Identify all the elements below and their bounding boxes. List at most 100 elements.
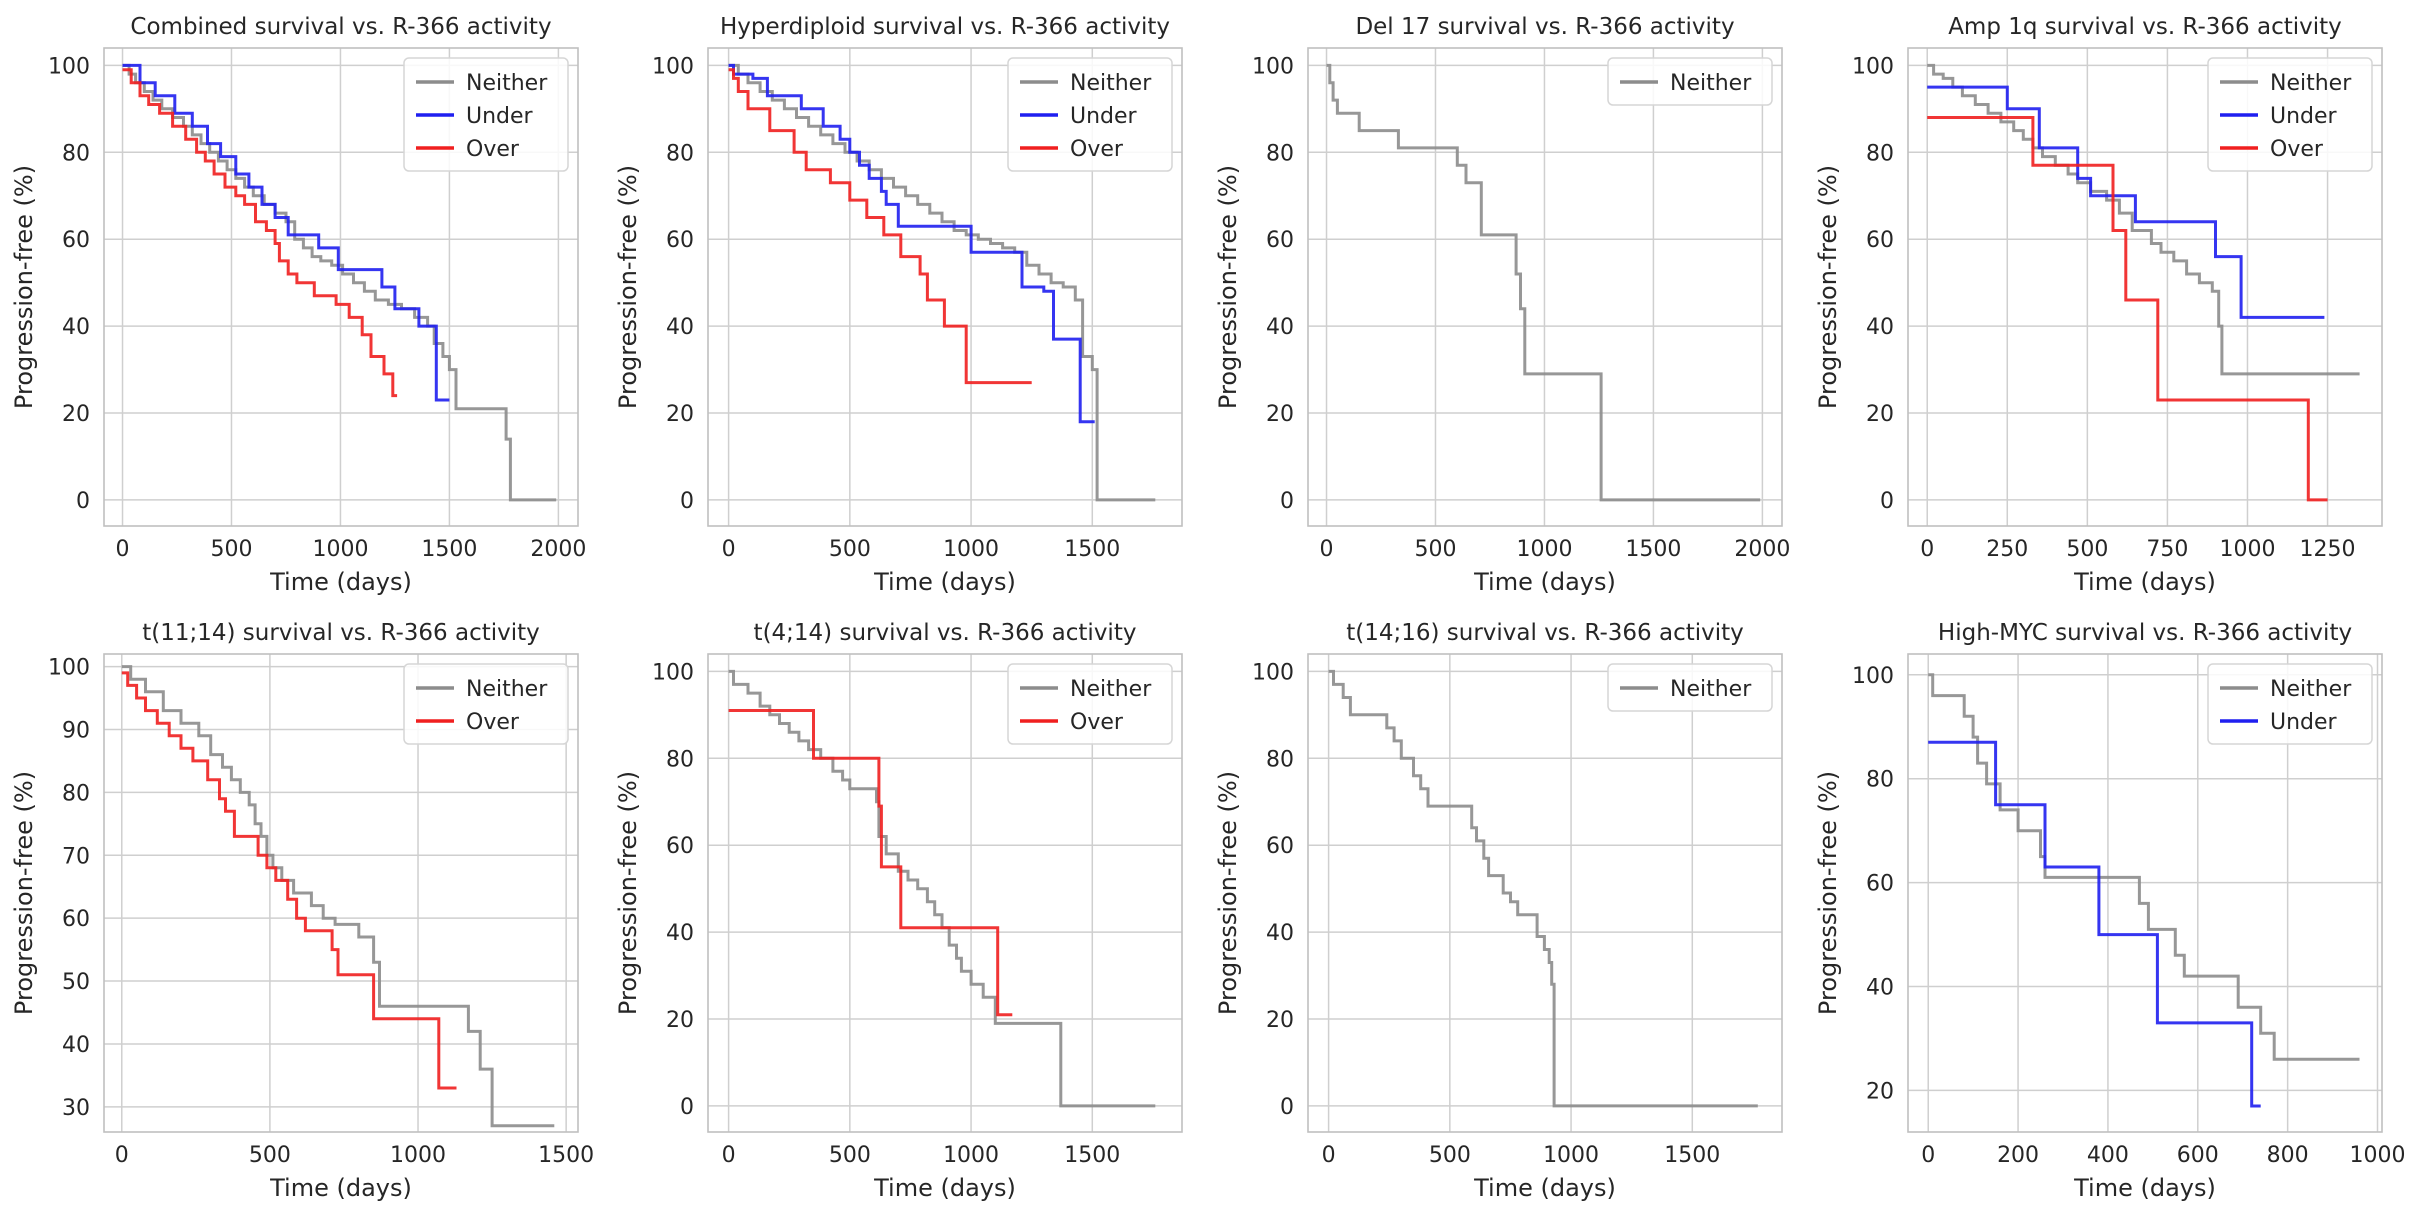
x-tick-label: 1000 — [1543, 1143, 1599, 1168]
legend: Neither Under Over — [1007, 57, 1173, 172]
series-over-line — [728, 709, 1013, 1017]
subplot-title: Amp 1q survival vs. R-366 activity — [1948, 14, 2342, 40]
y-tick-label: 80 — [1266, 747, 1294, 772]
y-tick-label: 40 — [1266, 921, 1294, 946]
y-tick-label: 40 — [62, 315, 90, 340]
subplot-title: Combined survival vs. R-366 activity — [130, 14, 551, 40]
x-tick-label: 1250 — [2300, 537, 2356, 562]
x-tick-label: 0 — [722, 1143, 736, 1168]
x-tick-label: 2000 — [530, 537, 586, 562]
legend-box — [1007, 57, 1173, 172]
x-tick-label: 0 — [1320, 537, 1334, 562]
legend-box — [2207, 663, 2373, 745]
subplot-2: 0 500 1000 1500 0 20 40 60 80 100 Hyperdiploid sur… — [614, 14, 1183, 596]
y-tick-label: 60 — [1866, 872, 1894, 897]
y-tick-label: 20 — [1266, 402, 1294, 427]
x-tick-label: 0 — [722, 537, 736, 562]
legend-label-neither: Neither — [1670, 677, 1752, 702]
x-tick-label: 1500 — [1664, 1143, 1720, 1168]
y-tick-label: 70 — [62, 844, 90, 869]
series-neither-line — [728, 669, 1156, 1108]
subplot-title: Del 17 survival vs. R-366 activity — [1355, 14, 1734, 40]
x-tick-label: 1000 — [390, 1143, 446, 1168]
legend-box — [403, 663, 569, 745]
x-axis-label: Time (days) — [2073, 568, 2216, 596]
legend: Neither — [1607, 57, 1773, 106]
x-tick-label: 750 — [2146, 537, 2188, 562]
x-tick-label: 0 — [116, 537, 130, 562]
series-over-line — [122, 68, 398, 398]
y-tick-label: 30 — [62, 1096, 90, 1121]
legend-label-under: Under — [466, 104, 534, 129]
y-tick-label: 100 — [652, 660, 694, 685]
y-tick-label: 80 — [666, 747, 694, 772]
x-tick-label: 400 — [2087, 1143, 2129, 1168]
series-under-line — [728, 63, 1095, 424]
legend-label-over: Over — [2270, 137, 2324, 162]
legend-box — [2207, 57, 2373, 172]
legend-label-neither: Neither — [466, 71, 548, 96]
legend-box — [403, 57, 569, 172]
y-tick-label: 20 — [1866, 402, 1894, 427]
y-tick-label: 60 — [62, 907, 90, 932]
x-tick-label: 800 — [2267, 1143, 2309, 1168]
x-axis-label: Time (days) — [269, 568, 412, 596]
y-tick-label: 100 — [1252, 660, 1294, 685]
x-tick-label: 2000 — [1734, 537, 1790, 562]
x-tick-label: 0 — [1920, 537, 1934, 562]
y-tick-label: 20 — [666, 402, 694, 427]
plot-frame — [103, 47, 579, 527]
series-over-line — [121, 671, 457, 1090]
y-axis-label: Progression-free (%) — [614, 165, 642, 409]
x-tick-label: 500 — [1414, 537, 1456, 562]
y-tick-label: 80 — [666, 141, 694, 166]
legend-box — [1607, 663, 1773, 712]
legend: Neither Under — [2207, 663, 2373, 745]
legend-box — [1607, 57, 1773, 106]
legend: Neither Over — [1007, 663, 1173, 745]
y-axis-label: Progression-free (%) — [1214, 771, 1242, 1015]
x-tick-label: 1500 — [1625, 537, 1681, 562]
plot-frame — [1307, 47, 1783, 527]
y-tick-label: 60 — [1266, 834, 1294, 859]
y-tick-label: 100 — [1252, 54, 1294, 79]
subplot-7: 0 500 1000 1500 0 20 40 60 80 100 t(14;16) surviva… — [1214, 620, 1783, 1202]
y-tick-label: 20 — [1266, 1008, 1294, 1033]
y-tick-label: 50 — [62, 970, 90, 995]
legend-label-neither: Neither — [2270, 71, 2352, 96]
y-tick-label: 80 — [1266, 141, 1294, 166]
x-tick-label: 500 — [829, 537, 871, 562]
x-axis-label: Time (days) — [1473, 1174, 1616, 1202]
subplot-8: 0 200 400 600 800 1000 20 40 60 80 100 High-MYC sur… — [1814, 620, 2406, 1202]
y-tick-label: 80 — [1866, 141, 1894, 166]
y-tick-label: 0 — [76, 489, 90, 514]
series-over-line — [1927, 116, 2328, 502]
legend-label-over: Over — [1070, 710, 1124, 735]
series-over-line — [728, 68, 1032, 385]
subplot-title: t(4;14) survival vs. R-366 activity — [754, 620, 1137, 646]
x-tick-label: 1000 — [1516, 537, 1572, 562]
y-tick-label: 40 — [666, 315, 694, 340]
legend-label-under: Under — [2270, 104, 2338, 129]
y-tick-label: 60 — [1866, 228, 1894, 253]
y-tick-label: 100 — [652, 54, 694, 79]
x-tick-label: 500 — [829, 1143, 871, 1168]
y-tick-label: 40 — [666, 921, 694, 946]
subplot-title: Hyperdiploid survival vs. R-366 activity — [720, 14, 1170, 40]
y-tick-label: 100 — [48, 656, 90, 681]
y-tick-label: 40 — [1866, 315, 1894, 340]
legend-label-neither: Neither — [1070, 71, 1152, 96]
subplot-title: t(14;16) survival vs. R-366 activity — [1346, 620, 1744, 646]
legend: Neither Under Over — [2207, 57, 2373, 172]
x-tick-label: 0 — [1322, 1143, 1336, 1168]
plot-frame — [707, 47, 1183, 527]
legend: Neither Under Over — [403, 57, 569, 172]
series-neither-line — [1326, 63, 1761, 502]
y-tick-label: 80 — [62, 141, 90, 166]
legend-label-neither: Neither — [466, 677, 548, 702]
y-tick-label: 20 — [666, 1008, 694, 1033]
y-tick-label: 0 — [1280, 489, 1294, 514]
y-axis-label: Progression-free (%) — [1814, 165, 1842, 409]
series-neither-line — [1328, 669, 1758, 1108]
y-tick-label: 60 — [1266, 228, 1294, 253]
